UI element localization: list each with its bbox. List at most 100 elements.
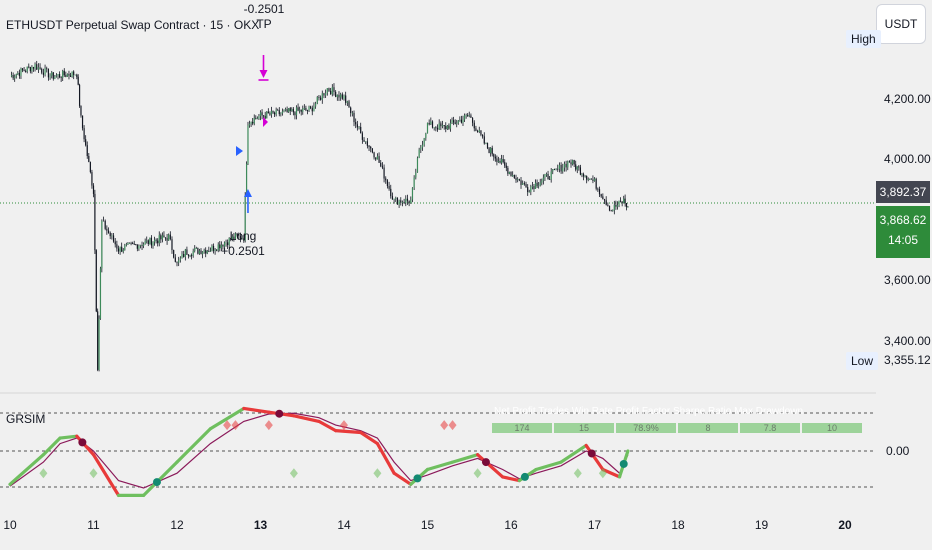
candle-body	[528, 191, 530, 193]
candle-body	[512, 175, 514, 177]
candle-body	[124, 245, 126, 251]
candle-body	[238, 235, 240, 237]
stat-net-profit: 174	[492, 423, 552, 433]
candle-body	[508, 171, 511, 174]
candle-body	[393, 198, 395, 200]
candle-body	[89, 162, 91, 173]
candle-body	[136, 244, 138, 249]
candle-body	[122, 250, 124, 252]
candle-body	[534, 182, 537, 189]
symbol-title[interactable]: ETHUSDT Perpetual Swap Contract · 15 · O…	[6, 18, 260, 32]
candle-body	[233, 236, 235, 240]
candle-body	[55, 75, 58, 77]
candle-body	[555, 168, 557, 170]
candle-body	[139, 245, 142, 246]
candle-body	[66, 73, 69, 77]
trade-markers	[236, 55, 269, 213]
candle-body	[46, 68, 48, 70]
candle-body	[17, 72, 19, 75]
indicator-name[interactable]: GRSIM	[6, 412, 46, 426]
oscillator-segment	[534, 460, 563, 472]
candle-body	[264, 116, 266, 119]
y-tick-3600: 3,600.00	[884, 273, 931, 287]
y-tick-4200: 4,200.00	[884, 92, 931, 106]
candle-body	[36, 64, 38, 70]
oscillator-segment	[91, 453, 121, 497]
candle-body	[198, 250, 201, 254]
tp-label: TP	[256, 17, 272, 31]
candle-body	[60, 77, 62, 78]
candle-body	[26, 66, 28, 72]
candle-body	[101, 220, 103, 269]
candle-body	[225, 242, 227, 244]
candle-body	[363, 139, 365, 142]
entry-flag	[236, 146, 243, 156]
candle-body	[446, 125, 448, 129]
candle-body	[510, 171, 512, 177]
candle-body	[552, 169, 554, 172]
candle-body	[365, 141, 367, 143]
bull-cross-dot	[152, 478, 161, 487]
candle-body	[567, 161, 569, 168]
oscillator-segment	[476, 453, 505, 479]
candle-body	[41, 68, 43, 73]
candle-body	[375, 157, 377, 160]
candle-body	[73, 71, 75, 75]
candle-body	[181, 253, 183, 259]
candle-body	[197, 248, 199, 254]
x-tick-label: 11	[87, 518, 100, 532]
oscillator-segment	[292, 414, 321, 423]
candle-body	[158, 235, 160, 244]
candle-body	[227, 242, 229, 246]
candle-body	[69, 75, 72, 77]
candle-body	[443, 125, 445, 127]
candle-body	[480, 130, 482, 135]
candle-body	[31, 66, 33, 72]
long-arrow-head	[243, 189, 252, 197]
oscillator-segment	[559, 443, 588, 464]
candle-body	[328, 88, 330, 91]
candle-body	[189, 255, 191, 257]
candle-body	[306, 110, 309, 111]
candle-body	[244, 195, 246, 241]
candle-body	[416, 158, 419, 173]
candle-body	[266, 111, 268, 119]
candle-body	[297, 107, 299, 111]
candle-body	[109, 232, 111, 237]
candle-body	[203, 250, 205, 253]
candle-body	[361, 133, 363, 140]
high-label: High	[846, 30, 881, 48]
candle-body	[194, 248, 196, 252]
bull-cross-dot	[520, 472, 529, 481]
candle-body	[168, 234, 170, 241]
candle-body	[385, 178, 387, 181]
candle-body	[52, 72, 54, 79]
candle-body	[94, 193, 96, 251]
x-tick-label: 13	[253, 518, 268, 532]
candle-body	[187, 254, 190, 256]
bull-cross-dot	[619, 459, 628, 468]
candle-body	[252, 121, 254, 124]
candle-body	[406, 198, 409, 201]
candle-body	[470, 115, 472, 118]
candle-body	[112, 235, 115, 242]
candle-body	[627, 206, 629, 208]
candle-body	[358, 126, 360, 128]
candle-body	[341, 94, 343, 99]
candle-body	[477, 130, 479, 132]
candle-body	[336, 94, 338, 97]
candle-body	[612, 210, 614, 212]
candle-body	[395, 197, 397, 199]
candle-body	[423, 138, 425, 145]
candle-body	[390, 188, 392, 197]
candle-body	[102, 220, 105, 222]
candle-body	[305, 108, 307, 111]
currency-button[interactable]: USDT	[876, 4, 926, 44]
candle-body	[275, 109, 277, 115]
candle-body	[214, 249, 216, 251]
candle-body	[57, 74, 59, 76]
stat-sharpe: 7.8	[740, 423, 800, 433]
candle-body	[14, 76, 16, 79]
candle-body	[428, 122, 430, 125]
